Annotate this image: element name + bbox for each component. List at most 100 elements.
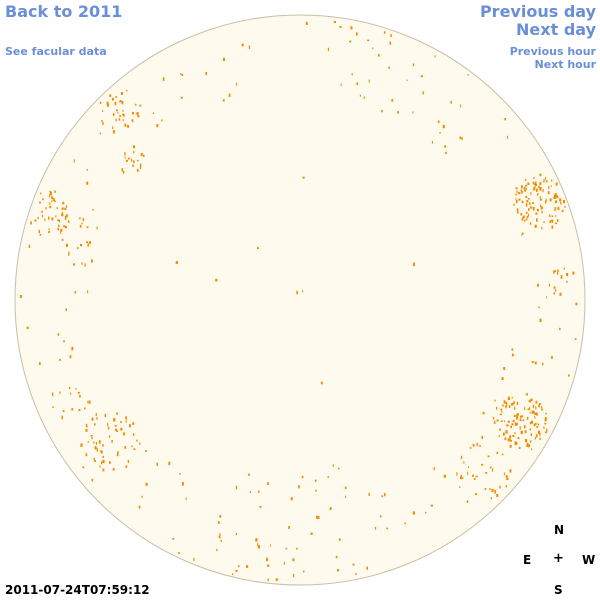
- facula-point: [122, 118, 124, 122]
- facula-point: [468, 466, 469, 468]
- facula-point: [267, 578, 269, 582]
- facula-point: [34, 219, 36, 222]
- facula-point: [473, 478, 476, 480]
- compass-west-label: W: [582, 553, 596, 567]
- next-hour-link[interactable]: Next hour: [534, 58, 597, 71]
- facula-point: [553, 197, 556, 199]
- facula-point: [168, 461, 171, 466]
- facula-point: [77, 391, 80, 394]
- facula-point: [228, 93, 231, 97]
- facula-point: [481, 463, 484, 466]
- facula-point: [463, 461, 465, 464]
- facula-point: [543, 221, 545, 224]
- facula-point: [461, 477, 464, 479]
- facula-point: [420, 75, 423, 78]
- facula-point: [540, 206, 543, 210]
- facula-point: [317, 516, 320, 520]
- facula-point: [220, 539, 222, 542]
- facula-point: [49, 190, 52, 193]
- facula-point: [383, 31, 386, 34]
- facula-point: [51, 200, 53, 203]
- facula-point: [540, 198, 543, 201]
- facula-point: [555, 215, 557, 217]
- facula-point: [553, 286, 556, 289]
- facula-point: [551, 356, 553, 359]
- facula-point: [56, 207, 58, 210]
- facula-point: [99, 465, 101, 468]
- see-facular-data-link[interactable]: See facular data: [5, 45, 107, 58]
- facula-point: [537, 430, 541, 434]
- facula-point: [574, 338, 577, 340]
- previous-day-link[interactable]: Previous day: [479, 2, 596, 21]
- facula-point: [124, 156, 126, 159]
- facula-point: [528, 444, 531, 448]
- facula-point: [63, 225, 65, 228]
- facula-point: [412, 111, 414, 114]
- facula-point: [290, 497, 293, 501]
- facula-point: [517, 437, 520, 440]
- facula-point: [64, 217, 67, 220]
- facula-point: [516, 208, 519, 211]
- facula-point: [35, 219, 37, 222]
- facula-point: [79, 394, 81, 398]
- facula-point: [66, 205, 68, 208]
- facula-point: [460, 104, 462, 108]
- facula-point: [119, 100, 122, 103]
- facula-point: [145, 482, 148, 486]
- back-to-year-link[interactable]: Back to 2011: [5, 2, 123, 21]
- facula-point: [501, 410, 503, 413]
- facula-point: [37, 217, 39, 220]
- facula-point: [301, 475, 304, 479]
- facula-point: [61, 238, 64, 241]
- facula-point: [527, 198, 530, 200]
- facula-point: [302, 570, 305, 573]
- facula-point: [386, 527, 389, 530]
- facula-point: [526, 416, 529, 420]
- facula-point: [547, 191, 550, 194]
- facula-point: [538, 185, 540, 189]
- facula-point: [539, 432, 541, 436]
- facula-point: [406, 79, 408, 82]
- facula-point: [521, 430, 523, 433]
- facula-point: [529, 202, 531, 205]
- facula-point: [505, 475, 508, 478]
- facula-point: [509, 445, 512, 448]
- facula-point: [511, 402, 513, 406]
- facula-point: [123, 171, 125, 174]
- facula-point: [62, 201, 64, 205]
- facula-point: [106, 101, 109, 105]
- facula-point: [534, 416, 536, 419]
- previous-hour-link[interactable]: Previous hour: [509, 45, 596, 58]
- next-day-link[interactable]: Next day: [516, 20, 596, 39]
- facula-point: [51, 196, 53, 200]
- facula-point: [68, 386, 71, 389]
- facula-point: [514, 432, 516, 435]
- facula-point: [109, 461, 111, 464]
- facula-point: [541, 406, 543, 409]
- facula-point: [116, 453, 119, 457]
- facula-point: [509, 439, 512, 442]
- facula-point: [257, 542, 259, 547]
- facula-point: [524, 219, 526, 222]
- facula-point: [61, 415, 63, 420]
- facula-point: [412, 511, 415, 515]
- facula-point: [505, 430, 508, 434]
- facula-point: [529, 222, 532, 225]
- facula-point: [412, 63, 415, 67]
- facula-point: [57, 228, 59, 231]
- facula-point: [548, 186, 550, 190]
- facula-point: [63, 202, 65, 204]
- facula-point: [555, 196, 557, 199]
- facula-point: [554, 207, 556, 211]
- facula-point: [516, 401, 519, 405]
- facula-point: [292, 558, 295, 562]
- facula-point: [256, 247, 259, 249]
- facula-point: [94, 460, 96, 463]
- facula-point: [492, 468, 494, 472]
- facula-point: [530, 206, 532, 209]
- facula-point: [30, 221, 32, 225]
- facula-point: [117, 111, 119, 114]
- facula-point: [139, 104, 142, 107]
- facula-point: [516, 413, 519, 416]
- facula-point: [530, 440, 532, 443]
